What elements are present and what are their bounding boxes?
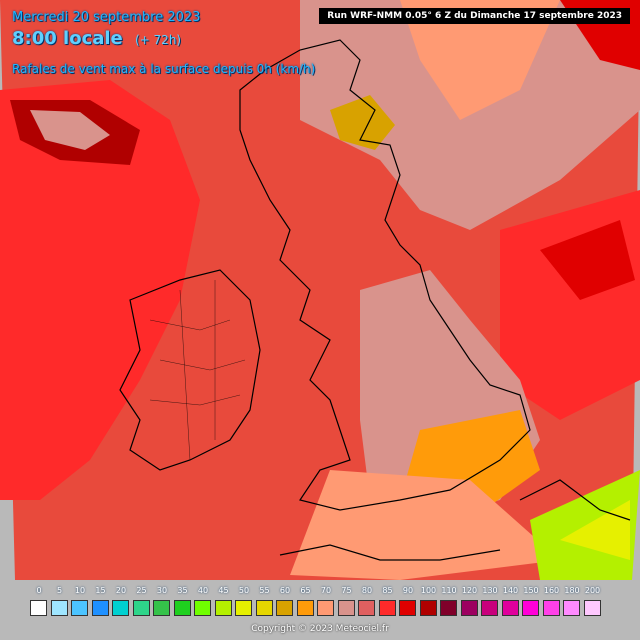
- legend-swatch: [214, 600, 232, 616]
- legend-label: 20: [115, 586, 127, 595]
- field-orange-channel: [290, 470, 560, 580]
- lead-time-label: (+ 72h): [135, 33, 182, 47]
- legend-label: 10: [74, 586, 86, 595]
- legend-label: 200: [584, 586, 601, 595]
- legend-label: 25: [136, 586, 147, 595]
- legend-swatch: [112, 600, 129, 616]
- legend-label: 160: [543, 586, 560, 595]
- field-red-west: [0, 80, 200, 500]
- legend-swatch: [235, 600, 252, 616]
- coastlines: [119, 39, 631, 561]
- field-yellow-continent: [560, 500, 630, 560]
- legend-label: 65: [300, 586, 311, 595]
- run-info-box: Run WRF-NMM 0.05° 6 Z du Dimanche 17 sep…: [319, 8, 630, 24]
- legend-swatch: [91, 600, 109, 616]
- county-borders: [149, 280, 246, 461]
- legend-label: 55: [259, 586, 270, 595]
- legend-label: 0: [36, 586, 42, 595]
- parameter-title: Rafales de vent max à la surface depuis …: [12, 62, 316, 76]
- legend-swatch: [296, 600, 314, 616]
- legend-swatch: [563, 600, 580, 616]
- legend-label: 30: [156, 586, 168, 595]
- legend-label: 70: [320, 586, 332, 595]
- time-label: 8:00 locale: [12, 28, 123, 49]
- legend-label: 45: [218, 586, 229, 595]
- legend-label: 35: [177, 586, 188, 595]
- legend-swatch: [358, 600, 375, 616]
- legend-label: 80: [361, 586, 373, 595]
- legend-swatch: [194, 600, 211, 616]
- field-darkred-east: [540, 220, 635, 300]
- coast-ireland: [119, 269, 261, 471]
- legend-swatch: [440, 600, 457, 616]
- legend-swatch: [419, 600, 437, 616]
- legend-label: 5: [56, 586, 63, 595]
- legend-swatch: [501, 600, 519, 616]
- legend-swatch: [378, 600, 396, 616]
- legend-label: 75: [341, 586, 352, 595]
- legend-swatch: [276, 600, 293, 616]
- coast-france-north: [279, 544, 501, 561]
- legend-label: 40: [197, 586, 209, 595]
- legend-label: 60: [279, 586, 291, 595]
- legend-label: 120: [461, 586, 478, 595]
- legend-label: 110: [441, 586, 457, 595]
- legend-swatch: [173, 600, 191, 616]
- legend-swatch: [317, 600, 334, 616]
- legend-label: 100: [420, 586, 437, 595]
- legend-swatch: [337, 600, 355, 616]
- legend-label: 85: [382, 586, 393, 595]
- field-yellow-scotland: [330, 95, 395, 150]
- copyright-text: Copyright © 2023 Meteociel.fr: [251, 624, 389, 634]
- legend-swatch: [153, 600, 170, 616]
- legend-swatch: [399, 600, 416, 616]
- legend-swatch: [481, 600, 498, 616]
- ireland-borders: [149, 280, 246, 461]
- legend-swatch: [522, 600, 539, 616]
- legend-swatch: [50, 600, 68, 616]
- date-title: Mercredi 20 septembre 2023: [12, 10, 201, 25]
- legend-swatch: [132, 600, 150, 616]
- legend-label: 180: [564, 586, 580, 595]
- color-legend: 0 5 10 15 20 25 30 35 40 45 50 55 60 65 70 75 80 85 90 100 1…: [30, 586, 610, 620]
- legend-label: 130: [482, 586, 498, 595]
- legend-label: 15: [95, 586, 106, 595]
- legend-swatch: [583, 600, 601, 616]
- coast-continent: [519, 479, 631, 521]
- field-pink-core: [30, 110, 110, 150]
- legend-swatch: [542, 600, 560, 616]
- legend-label: 150: [523, 586, 539, 595]
- legend-swatch: [30, 600, 47, 616]
- legend-label: 90: [402, 586, 414, 595]
- field-orange-north: [400, 0, 560, 120]
- legend-swatch: [460, 600, 478, 616]
- legend-label: 50: [238, 586, 250, 595]
- legend-label: 140: [502, 586, 519, 595]
- legend-swatch: [71, 600, 88, 616]
- coast-great-britain: [239, 39, 531, 511]
- legend-swatch: [255, 600, 273, 616]
